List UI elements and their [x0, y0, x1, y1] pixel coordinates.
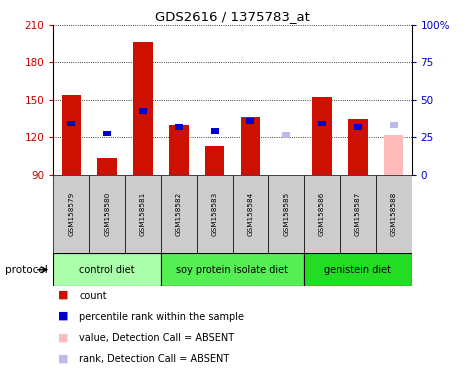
Text: GSM158585: GSM158585 — [283, 192, 289, 236]
Text: value, Detection Call = ABSENT: value, Detection Call = ABSENT — [79, 333, 234, 343]
Text: protocol: protocol — [5, 265, 47, 275]
Text: ■: ■ — [58, 332, 69, 342]
Text: ■: ■ — [58, 311, 69, 321]
Bar — [384, 135, 404, 175]
Text: percentile rank within the sample: percentile rank within the sample — [79, 312, 244, 322]
Text: GSM158583: GSM158583 — [212, 192, 218, 236]
Bar — [205, 146, 225, 175]
Bar — [211, 128, 219, 134]
Bar — [376, 175, 412, 253]
Text: GSM158582: GSM158582 — [176, 192, 182, 236]
Text: GSM158580: GSM158580 — [104, 192, 110, 236]
Text: ■: ■ — [58, 290, 69, 300]
Bar — [61, 95, 81, 175]
Bar — [304, 253, 412, 286]
Text: GSM158579: GSM158579 — [68, 192, 74, 236]
Text: GDS2616 / 1375783_at: GDS2616 / 1375783_at — [155, 10, 310, 23]
Bar — [161, 175, 197, 253]
Bar — [340, 175, 376, 253]
Bar — [97, 159, 117, 175]
Bar — [268, 175, 304, 253]
Bar — [282, 132, 290, 137]
Bar — [175, 124, 183, 130]
Text: ■: ■ — [58, 353, 69, 363]
Text: GSM158581: GSM158581 — [140, 192, 146, 236]
Bar — [318, 121, 326, 126]
Text: GSM158584: GSM158584 — [247, 192, 253, 236]
Bar — [197, 175, 232, 253]
Bar — [133, 42, 153, 175]
Bar — [53, 253, 161, 286]
Text: genistein diet: genistein diet — [324, 265, 392, 275]
Bar — [53, 175, 89, 253]
Bar — [240, 117, 260, 175]
Bar — [304, 175, 340, 253]
Text: GSM158586: GSM158586 — [319, 192, 325, 236]
Text: GSM158587: GSM158587 — [355, 192, 361, 236]
Bar — [89, 175, 125, 253]
Text: soy protein isolate diet: soy protein isolate diet — [177, 265, 288, 275]
Bar — [312, 97, 332, 175]
Bar — [139, 108, 147, 114]
Bar — [390, 122, 398, 127]
Bar — [161, 253, 304, 286]
Text: GSM158588: GSM158588 — [391, 192, 397, 236]
Text: rank, Detection Call = ABSENT: rank, Detection Call = ABSENT — [79, 354, 229, 364]
Text: control diet: control diet — [80, 265, 135, 275]
Bar — [67, 121, 75, 126]
Text: count: count — [79, 291, 106, 301]
Bar — [354, 124, 362, 130]
Bar — [232, 175, 268, 253]
Bar — [103, 131, 111, 136]
Bar — [246, 118, 254, 124]
Bar — [348, 119, 368, 175]
Bar — [125, 175, 161, 253]
Bar — [169, 125, 189, 175]
